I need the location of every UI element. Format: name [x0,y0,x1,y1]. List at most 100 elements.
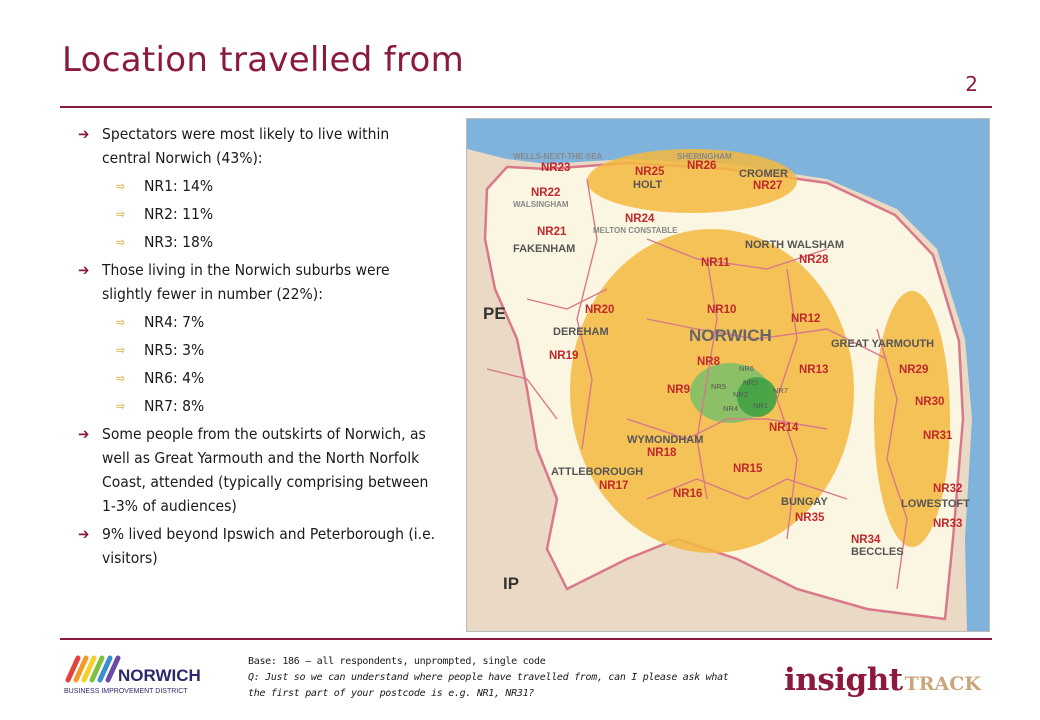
bullet-text: Those living in the Norwich suburbs were… [102,261,390,303]
bullet-item: ➔ Those living in the Norwich suburbs wer… [78,258,438,306]
sub-bullet-item: ⇨ NR7: 8% [78,394,438,418]
map-label-lowestoft: LOWESTOFT [901,498,970,510]
district-nr21: NR21 [537,226,567,238]
map-label-sheringham: SHERINGHAM [677,152,732,161]
bullet-item: ➔ Some people from the outskirts of Norwi… [78,422,438,518]
top-divider [60,106,992,108]
sub-bullet-text: NR7: 8% [144,397,205,415]
logo-stripes-icon: NORWICH BUSINESS IMPROVEMENT DISTRICT [64,655,201,695]
map-label-wymondham: WYMONDHAM [627,434,703,446]
district-nr10: NR10 [707,304,736,316]
sub-bullet-item: ⇨ NR5: 3% [78,338,438,362]
map-label-beccles: BECCLES [851,546,904,558]
sub-bullet-text: NR3: 18% [144,233,214,251]
arrow-right-icon: ➔ [78,261,90,279]
district-nr1: NR1 [753,401,768,410]
district-nr17: NR17 [599,480,628,492]
district-nr26: NR26 [687,160,716,172]
sub-bullet-item: ⇨ NR2: 11% [78,202,438,226]
district-nr34: NR34 [851,534,881,546]
district-nr15: NR15 [733,463,763,475]
footer-notes: Base: 186 – all respondents, unprompted,… [248,654,748,702]
district-nr35: NR35 [795,512,825,524]
east-coast-zone [874,291,950,547]
district-nr20: NR20 [585,304,614,316]
logo-right-insight: insight [784,662,903,698]
district-nr23: NR23 [541,162,570,174]
district-nr13: NR13 [799,364,828,376]
hollow-arrow-icon: ⇨ [116,207,126,221]
district-nr25: NR25 [635,166,665,178]
map-label-holt: HOLT [633,179,662,191]
bullet-text: Some people from the outskirts of Norwic… [102,425,429,515]
district-labels: NR23 NR25 NR26 NR27 NR22 NR24 NR21 NR11 … [531,160,962,546]
insighttrack-logo: insight TRACK [784,662,981,698]
map-label-great-yarmouth: GREAT YARMOUTH [831,338,934,350]
map-graphic: PE IP WELLS-NEXT-THE-SEA SHERINGHAM WALS… [467,119,989,631]
district-nr29: NR29 [899,364,928,376]
district-nr14: NR14 [769,422,799,434]
logo-left-subtext: BUSINESS IMPROVEMENT DISTRICT [64,688,188,695]
district-nr32: NR32 [933,483,962,495]
sub-bullet-text: NR1: 14% [144,177,214,195]
sub-bullet-text: NR4: 7% [144,313,205,331]
base-note: Base: 186 – all respondents, unprompted,… [248,656,546,667]
map-label-cromer: CROMER [739,168,788,180]
logo-right-track: TRACK [904,673,981,695]
district-nr19: NR19 [549,350,578,362]
map-label-fakenham: FAKENHAM [513,243,575,255]
district-nr12: NR12 [791,313,820,325]
arrow-right-icon: ➔ [78,125,90,143]
map-label-attleborough: ATTLEBOROUGH [551,466,643,478]
district-nr11: NR11 [701,257,730,269]
postcode-map: PE IP WELLS-NEXT-THE-SEA SHERINGHAM WALS… [466,118,990,632]
arrow-right-icon: ➔ [78,425,90,443]
district-nr16: NR16 [673,488,702,500]
district-nr18: NR18 [647,447,677,459]
map-label-bungay: BUNGAY [781,496,828,508]
bullet-text: Spectators were most likely to live with… [102,125,390,167]
district-nr5: NR5 [711,382,726,391]
hollow-arrow-icon: ⇨ [116,343,126,357]
bottom-divider [60,638,992,640]
map-label-norwich: NORWICH [689,326,772,345]
central-norwich-zone [737,377,777,417]
district-nr33: NR33 [933,518,962,530]
district-nr28: NR28 [799,254,829,266]
map-label-melton: MELTON CONSTABLE [593,226,678,235]
sub-bullet-item: ⇨ NR3: 18% [78,230,438,254]
bullet-text: 9% lived beyond Ipswich and Peterborough… [102,525,436,567]
norwich-bid-logo: NORWICH BUSINESS IMPROVEMENT DISTRICT [62,650,212,700]
arrow-right-icon: ➔ [78,525,90,543]
sub-bullet-item: ⇨ NR1: 14% [78,174,438,198]
bullet-list: ➔ Spectators were most likely to live wit… [78,122,438,574]
hollow-arrow-icon: ⇨ [116,179,126,193]
north-coast-zone [587,149,797,213]
minor-place-labels: WELLS-NEXT-THE-SEA SHERINGHAM WALSINGHAM… [513,152,732,235]
sub-bullet-text: NR5: 3% [144,341,205,359]
logo-left-text: NORWICH [118,666,201,685]
district-nr8: NR8 [697,356,721,368]
bullet-item: ➔ Spectators were most likely to live wit… [78,122,438,170]
district-nr9: NR9 [667,384,690,396]
district-nr30: NR30 [915,396,944,408]
district-nr22: NR22 [531,187,560,199]
sub-bullet-item: ⇨ NR4: 7% [78,310,438,334]
district-nr24: NR24 [625,213,655,225]
bullet-item: ➔ 9% lived beyond Ipswich and Peterboroug… [78,522,438,570]
map-label-dereham: DEREHAM [553,326,609,338]
district-nr2: NR2 [733,390,748,399]
map-label-pe: PE [483,304,506,323]
hollow-arrow-icon: ⇨ [116,315,126,329]
district-nr7: NR7 [773,386,788,395]
sea-area [467,119,989,631]
hollow-arrow-icon: ⇨ [116,399,126,413]
sub-bullet-text: NR2: 11% [144,205,214,223]
district-nr3: NR3 [743,378,758,387]
map-label-ip: IP [503,574,519,593]
district-nr31: NR31 [923,430,953,442]
sub-bullet-text: NR6: 4% [144,369,205,387]
district-nr4: NR4 [723,404,738,413]
map-label-walsingham: WALSINGHAM [513,200,569,209]
district-nr6: NR6 [739,364,754,373]
